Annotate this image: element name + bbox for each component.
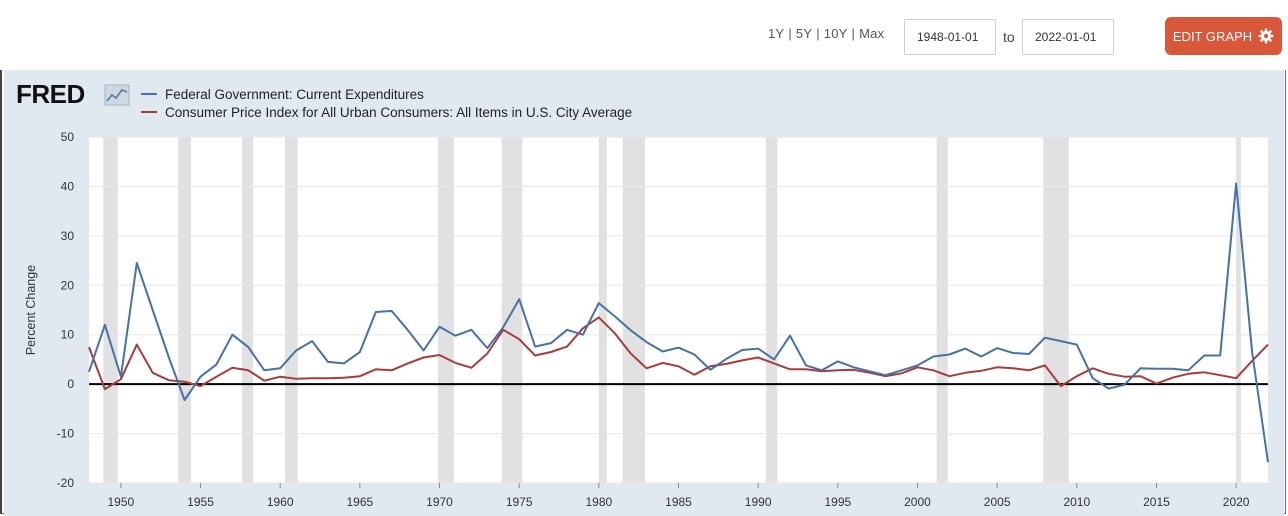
x-tick-label: 1965: [346, 495, 373, 509]
recession-band: [936, 137, 948, 483]
range-1y-link[interactable]: 1Y: [768, 26, 785, 41]
range-10y-link[interactable]: 10Y: [823, 26, 848, 41]
gear-icon: [1258, 28, 1274, 44]
y-tick-label: 10: [61, 328, 75, 342]
x-tick-label: 2020: [1223, 495, 1250, 509]
x-tick-label: 1970: [426, 495, 453, 509]
y-axis-label: Percent Change: [24, 265, 38, 355]
toolbar: 1Y|5Y|10Y|Max to EDIT GRAPH: [0, 0, 1288, 70]
recession-band: [103, 137, 118, 483]
legend-item-federal-expenditures[interactable]: Federal Government: Current Expenditures: [141, 85, 632, 103]
recession-band: [1236, 137, 1241, 483]
x-tick-label: 1995: [824, 495, 851, 509]
fred-logo[interactable]: FRED: [16, 80, 134, 108]
x-tick-label: 2015: [1143, 495, 1170, 509]
recession-band: [598, 137, 607, 483]
range-selector: 1Y | 5Y | 10Y | Max: [768, 26, 884, 41]
fred-logo-text: FRED: [16, 80, 85, 108]
x-tick-label: 1975: [506, 495, 533, 509]
cpi-series-line: [88, 316, 1269, 391]
start-date-input[interactable]: [904, 19, 996, 55]
x-tick-label: 2005: [984, 495, 1011, 509]
fred-logo-chart-icon: [104, 84, 130, 106]
legend-label: Federal Government: Current Expenditures: [165, 86, 424, 102]
plot-area: [89, 137, 1268, 483]
federal-expenditures-series-line: [88, 182, 1269, 463]
range-max-link[interactable]: Max: [859, 26, 885, 41]
to-label: to: [1003, 29, 1015, 45]
x-tick-label: 1980: [585, 495, 612, 509]
edit-graph-label: EDIT GRAPH: [1172, 28, 1253, 44]
x-tick-label: 1960: [267, 495, 294, 509]
recession-band: [178, 137, 191, 483]
range-separator: |: [816, 26, 820, 41]
legend-item-cpi[interactable]: Consumer Price Index for All Urban Consu…: [141, 103, 632, 121]
x-tick-label: 1990: [745, 495, 772, 509]
recession-band: [241, 137, 254, 483]
y-tick-label: -20: [57, 476, 75, 490]
recession-band: [622, 137, 646, 483]
x-tick-label: 1955: [187, 495, 214, 509]
y-tick-label: 0: [67, 377, 74, 391]
y-tick-label: -10: [57, 427, 75, 441]
recession-band: [1043, 137, 1069, 483]
range-separator: |: [788, 26, 792, 41]
legend-swatch-blue: [141, 93, 157, 95]
legend-swatch-red: [141, 111, 157, 113]
range-separator: |: [851, 26, 856, 41]
x-tick-label: 2010: [1063, 495, 1090, 509]
y-tick-label: 50: [61, 130, 75, 144]
x-tick-label: 2000: [904, 495, 931, 509]
recession-band: [437, 137, 454, 483]
range-5y-link[interactable]: 5Y: [795, 26, 813, 41]
legend-label: Consumer Price Index for All Urban Consu…: [165, 104, 633, 120]
end-date-input[interactable]: [1022, 19, 1114, 55]
y-tick-label: 30: [61, 229, 75, 243]
legend: Federal Government: Current Expenditures…: [141, 85, 632, 121]
edit-graph-button[interactable]: EDIT GRAPH: [1165, 17, 1282, 55]
fred-logo-line-icon: [106, 89, 128, 102]
x-tick-label: 1985: [665, 495, 692, 509]
recession-band: [766, 137, 778, 483]
x-tick-label: 1950: [108, 495, 135, 509]
y-tick-label: 40: [61, 179, 75, 193]
y-tick-label: 20: [61, 278, 75, 292]
recession-band: [284, 137, 298, 483]
